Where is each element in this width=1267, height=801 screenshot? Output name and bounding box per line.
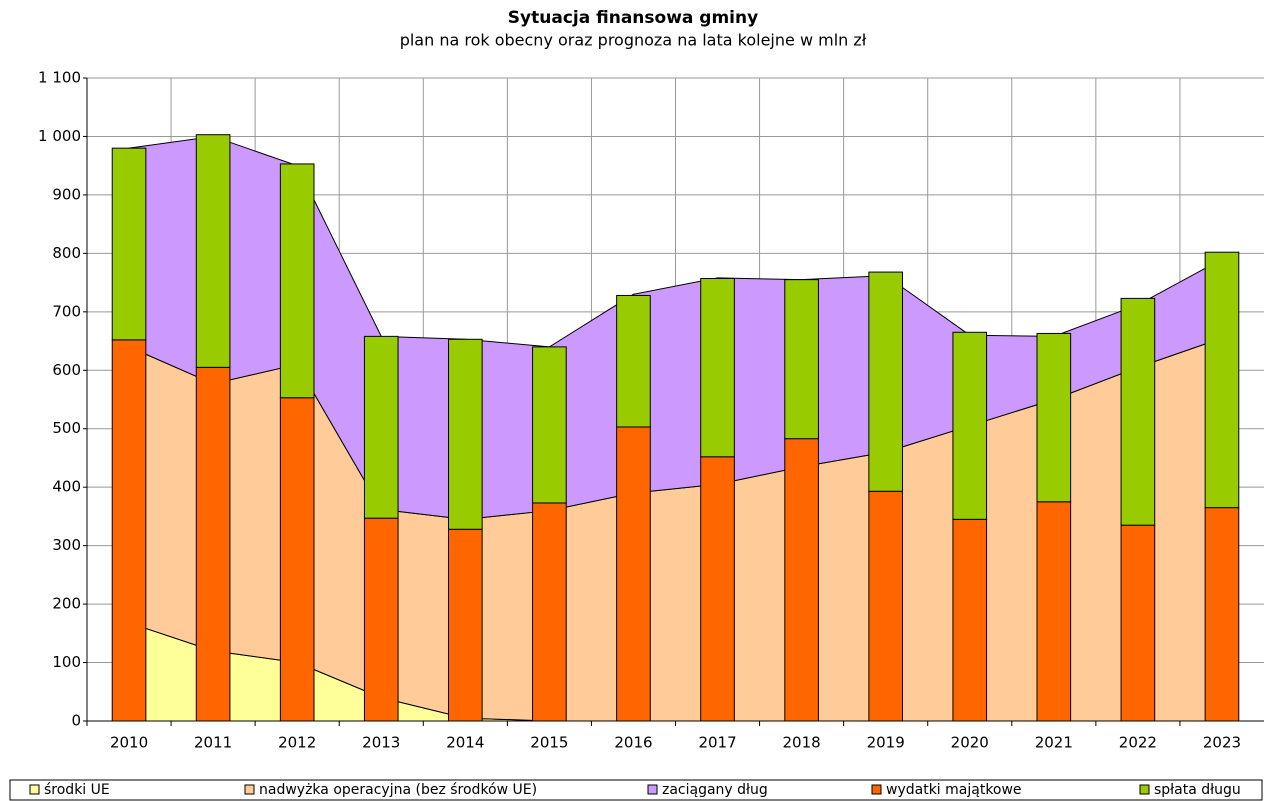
x-tick-label: 2013	[362, 734, 400, 752]
y-tick-label: 900	[52, 185, 81, 203]
bar	[448, 338, 483, 530]
y-tick-label: 1 000	[38, 127, 81, 145]
bar	[784, 438, 819, 722]
y-tick-label: 400	[52, 478, 81, 496]
y-tick-label: 800	[52, 244, 81, 262]
legend-label: wydatki majątkowe	[886, 782, 1022, 798]
bar	[195, 134, 231, 368]
x-tick-label: 2014	[446, 734, 484, 752]
x-tick-label: 2019	[867, 734, 905, 752]
legend-label: środki UE	[44, 782, 110, 798]
bar	[1204, 507, 1240, 722]
chart-title: Sytuacja finansowa gminy	[508, 8, 758, 28]
x-tick-label: 2020	[951, 734, 989, 752]
y-tick-label: 100	[52, 653, 81, 671]
y-tick-label: 700	[52, 302, 81, 320]
legend-swatch	[871, 784, 882, 795]
bar	[1120, 297, 1156, 526]
bar	[279, 397, 315, 722]
x-tick-label: 2023	[1203, 734, 1241, 752]
bar	[868, 490, 903, 722]
x-tick-label: 2018	[783, 734, 821, 752]
x-tick-label: 2011	[194, 734, 232, 752]
legend-swatch	[244, 784, 255, 795]
bar	[952, 518, 988, 722]
bar	[616, 426, 651, 722]
y-tick-label: 600	[52, 361, 81, 379]
y-tick-label: 500	[52, 419, 81, 437]
x-tick-label: 2021	[1035, 734, 1073, 752]
bar	[363, 335, 399, 519]
bar	[784, 279, 819, 440]
y-tick-label: 200	[52, 595, 81, 613]
bar	[1204, 251, 1240, 509]
bar	[448, 528, 483, 722]
legend-label: spłata długu	[1154, 782, 1241, 798]
bar	[111, 147, 147, 341]
bar	[700, 456, 735, 722]
x-tick-label: 2017	[698, 734, 736, 752]
bar	[616, 294, 651, 428]
legend-swatch	[29, 784, 40, 795]
legend-label: nadwyżka operacyjna (bez środków UE)	[259, 782, 537, 798]
bar	[363, 517, 399, 722]
legend-label: zaciągany dług	[662, 782, 768, 798]
bar	[952, 331, 988, 520]
y-tick-label: 1 100	[38, 69, 81, 87]
bar	[1036, 332, 1072, 503]
bar	[111, 339, 147, 722]
bar	[279, 163, 315, 399]
x-tick-label: 2010	[110, 734, 148, 752]
x-tick-label: 2015	[530, 734, 568, 752]
legend-swatch	[647, 784, 658, 795]
bar	[532, 346, 567, 504]
bar	[195, 366, 231, 722]
chart-subtitle: plan na rok obecny oraz prognoza na lata…	[400, 31, 867, 50]
y-tick-label: 0	[71, 712, 81, 730]
bar	[532, 502, 567, 722]
bar	[1036, 501, 1072, 722]
legend-box	[9, 779, 1263, 801]
x-tick-label: 2012	[278, 734, 316, 752]
bar	[700, 277, 735, 458]
x-tick-label: 2016	[614, 734, 652, 752]
bar	[1120, 524, 1156, 722]
bar	[868, 271, 903, 492]
x-tick-label: 2022	[1119, 734, 1157, 752]
legend-swatch	[1139, 784, 1150, 795]
y-tick-label: 300	[52, 536, 81, 554]
